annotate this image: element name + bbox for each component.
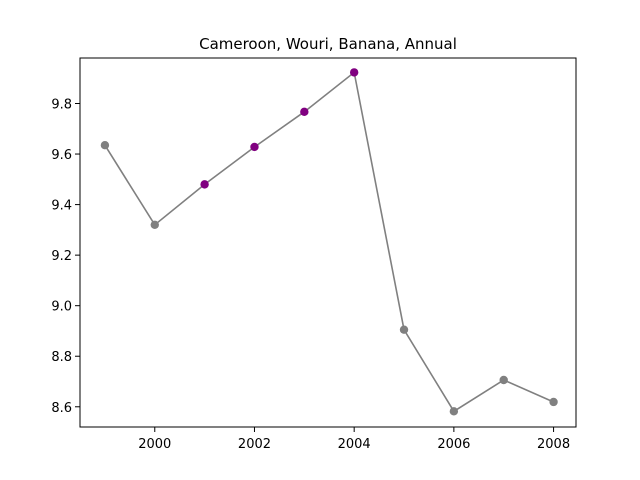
x-tick-label: 2006 <box>437 437 470 452</box>
y-tick-label: 9.0 <box>51 300 72 315</box>
x-tick-label: 2004 <box>338 437 371 452</box>
series-layer <box>100 68 558 416</box>
data-point <box>200 180 209 189</box>
data-point <box>399 325 409 334</box>
y-axis: 8.6 8.8 9.0 9.2 9.4 9.6 9.8 <box>51 97 80 416</box>
y-tick-label: 9.8 <box>51 97 72 112</box>
data-point <box>150 220 159 230</box>
data-point <box>499 375 508 385</box>
data-point <box>300 107 309 117</box>
y-tick-label: 9.6 <box>51 148 72 163</box>
x-tick-label: 2000 <box>138 437 171 452</box>
chart-title: Cameroon, Wouri, Banana, Annual <box>199 35 457 53</box>
y-tick-label: 9.2 <box>51 249 72 264</box>
data-point <box>250 142 259 152</box>
data-point <box>100 140 110 150</box>
y-tick-label: 9.4 <box>51 199 72 214</box>
y-tick-label: 8.6 <box>51 401 72 416</box>
x-tick-label: 2008 <box>537 437 570 452</box>
data-point <box>349 68 359 77</box>
plot-frame <box>79 57 577 428</box>
x-tick-label: 2002 <box>238 437 271 452</box>
data-point <box>449 407 459 416</box>
data-point <box>549 397 558 407</box>
x-axis: 2000 2002 2004 2006 2008 <box>138 427 570 452</box>
series-line <box>104 70 554 413</box>
y-tick-label: 8.8 <box>51 350 72 365</box>
